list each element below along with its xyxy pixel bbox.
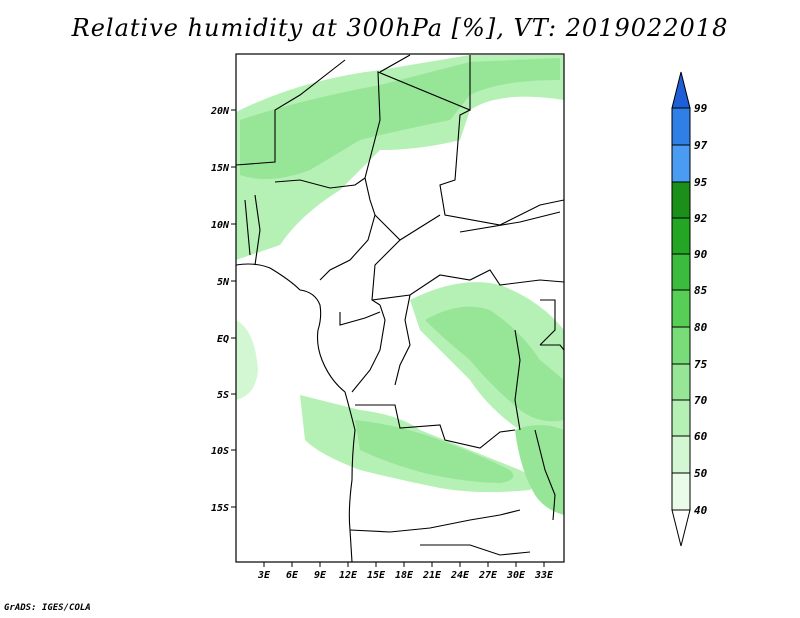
lat-label: 5S	[217, 390, 229, 401]
colorbar-label: 40	[694, 504, 708, 517]
humidity-core-south	[355, 420, 514, 483]
colorbar-label: 50	[694, 467, 708, 480]
colorbar-label: 95	[694, 176, 708, 189]
lon-label: 6E	[286, 570, 299, 581]
colorbar-swatch	[671, 472, 691, 511]
colorbar-top-arrow	[671, 71, 691, 109]
humidity-band-southeast	[515, 425, 564, 515]
colorbar-swatch	[671, 435, 691, 474]
grads-credit: GrADS: IGES/COLA	[4, 603, 91, 613]
colorbar-label: 90	[694, 248, 708, 261]
colorbar-swatch	[671, 253, 691, 291]
lat-ticks	[231, 109, 236, 508]
colorbar-swatch	[671, 399, 691, 437]
colorbar-swatch	[671, 326, 691, 365]
colorbar-swatch	[671, 289, 691, 328]
lat-label: 10S	[211, 446, 229, 457]
lon-ticks	[263, 562, 545, 567]
colorbar-labels: 99 97 95 92 90 85 80 75 70 60 50 40	[694, 102, 708, 517]
colorbar-label: 75	[694, 358, 708, 371]
lat-label: 5N	[217, 277, 230, 288]
colorbar	[671, 71, 691, 547]
lon-label: 3E	[257, 570, 271, 581]
lat-labels: 20N 15N 10N 5N EQ 5S 10S 15S	[210, 106, 230, 514]
lat-label: 15S	[211, 503, 229, 514]
humidity-core-north	[240, 58, 560, 179]
colorbar-label: 85	[694, 284, 708, 297]
colorbar-label: 99	[694, 102, 708, 115]
colorbar-swatch	[671, 363, 691, 401]
humidity-band-west	[236, 320, 258, 400]
colorbar-bottom-arrow	[671, 509, 691, 547]
lon-labels: 3E 6E 9E 12E 15E 18E 21E 24E 27E 30E 33E	[257, 570, 554, 581]
lon-label: 27E	[478, 570, 498, 581]
colorbar-swatch	[671, 107, 691, 146]
lon-label: 30E	[506, 570, 526, 581]
colorbar-label: 80	[694, 321, 708, 334]
lon-label: 12E	[339, 570, 358, 581]
colorbar-swatch	[671, 217, 691, 255]
country-borders	[236, 54, 564, 562]
colorbar-label: 97	[694, 139, 708, 152]
lon-label: 21E	[422, 570, 442, 581]
lon-label: 24E	[450, 570, 470, 581]
lat-label: EQ	[217, 334, 229, 345]
colorbar-label: 92	[694, 212, 708, 225]
lat-label: 10N	[211, 220, 230, 231]
colorbar-label: 60	[694, 430, 708, 443]
lat-label: 15N	[211, 163, 230, 174]
map-frame	[235, 53, 565, 563]
humidity-core-east	[425, 306, 564, 422]
lat-label: 20N	[210, 106, 230, 117]
map-title: Relative humidity at 300hPa [%], VT: 201…	[71, 14, 729, 42]
colorbar-swatch	[671, 144, 691, 183]
lon-label: 15E	[367, 570, 386, 581]
humidity-shading	[236, 55, 564, 515]
lon-label: 18E	[395, 570, 414, 581]
lon-label: 9E	[314, 570, 327, 581]
colorbar-label: 70	[694, 394, 708, 407]
colorbar-swatch	[671, 181, 691, 219]
lon-label: 33E	[534, 570, 554, 581]
